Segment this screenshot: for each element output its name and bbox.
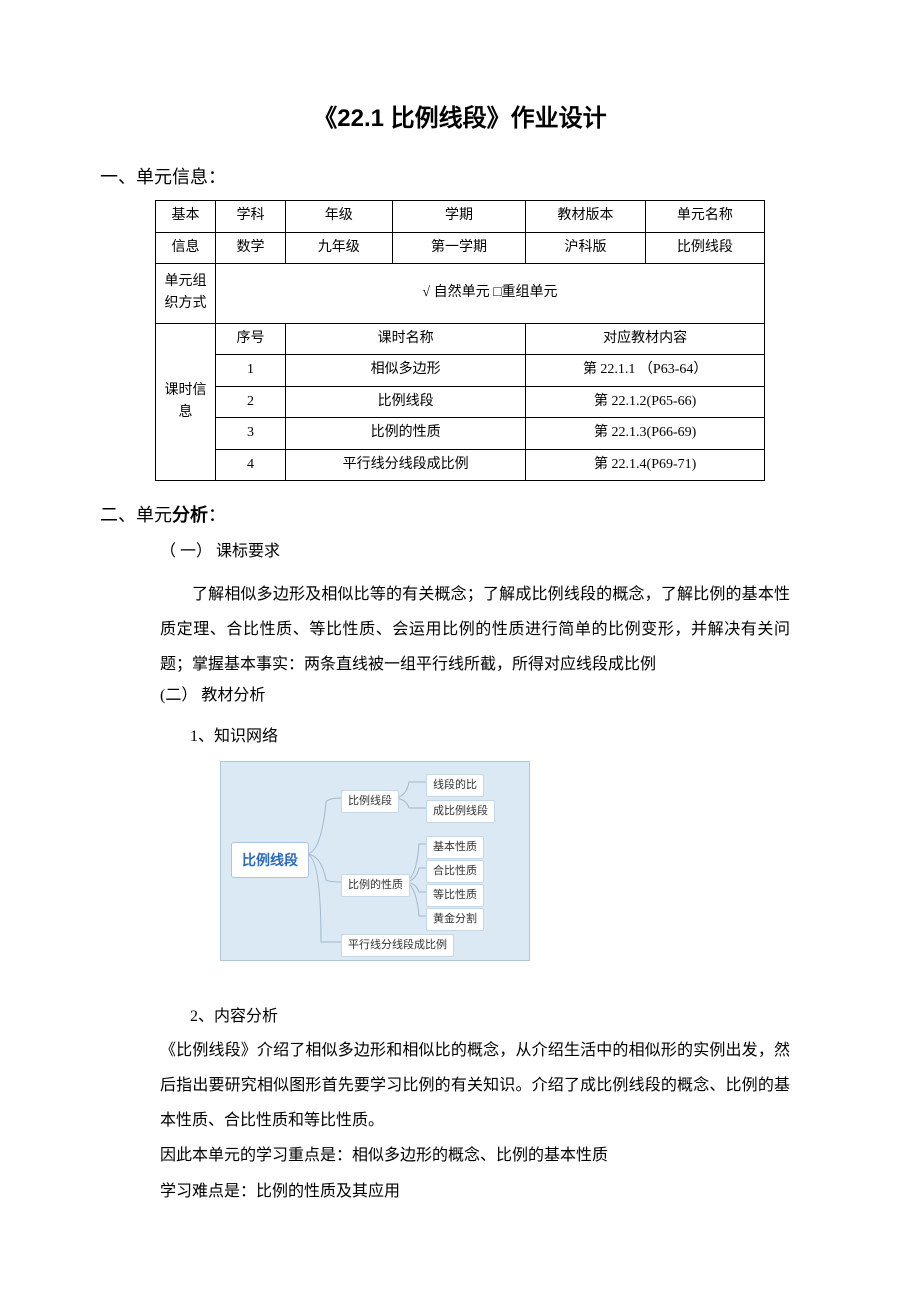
part1-text: 了解相似多边形及相似比等的有关概念；了解成比例线段的概念，了解比例的基本性质定理… [160, 577, 790, 683]
mm-leaf: 合比性质 [426, 860, 484, 884]
section2-prefix: 二、单元 [100, 505, 172, 525]
mm-leaf: 等比性质 [426, 884, 484, 908]
cell-org-label: 单元组织方式 [156, 263, 216, 323]
cell-org-value: √ 自然单元 □重组单元 [216, 263, 765, 323]
cell-h-unitname: 单元名称 [645, 201, 764, 232]
lesson-num: 4 [216, 449, 286, 480]
analysis-p2: 因此本单元的学习重点是：相似多边形的概念、比例的基本性质 [160, 1138, 790, 1173]
cell-basic-2: 信息 [156, 232, 216, 263]
part2-sub1: 1、知识网络 [190, 721, 820, 753]
lesson-ref: 第 22.1.3(P66-69) [526, 418, 765, 449]
analysis-p3: 学习难点是：比例的性质及其应用 [160, 1174, 790, 1209]
mm-branch-1: 比例的性质 [341, 874, 410, 898]
lesson-num: 1 [216, 355, 286, 386]
page-title: 《22.1 比例线段》作业设计 [100, 100, 820, 138]
mm-leaf: 基本性质 [426, 836, 484, 860]
lesson-num: 3 [216, 418, 286, 449]
section1-header: 一、单元信息： [100, 163, 820, 192]
cell-sh-ref: 对应教材内容 [526, 323, 765, 354]
cell-h-textbook: 教材版本 [526, 201, 645, 232]
section2-header: 二、单元分析： [100, 501, 820, 530]
mm-leaf: 成比例线段 [426, 800, 495, 824]
lesson-name: 相似多边形 [286, 355, 526, 386]
mm-leaf: 线段的比 [426, 774, 484, 798]
lesson-name: 比例的性质 [286, 418, 526, 449]
table-row: 3 比例的性质 第 22.1.3(P66-69) [156, 418, 765, 449]
cell-v-textbook: 沪科版 [526, 232, 645, 263]
table-row: 1 相似多边形 第 22.1.1 （P63-64） [156, 355, 765, 386]
lesson-num: 2 [216, 386, 286, 417]
unit-info-table: 基本 学科 年级 学期 教材版本 单元名称 信息 数学 九年级 第一学期 沪科版… [155, 200, 765, 481]
mm-branch-0: 比例线段 [341, 790, 399, 814]
mindmap-container: 比例线段 比例线段 线段的比 成比例线段 比例的性质 基本性质 合比性质 等比性… [220, 761, 820, 961]
lesson-ref: 第 22.1.2(P65-66) [526, 386, 765, 417]
cell-v-term: 第一学期 [392, 232, 526, 263]
mm-branch-2: 平行线分线段成比例 [341, 934, 454, 958]
cell-h-term: 学期 [392, 201, 526, 232]
cell-sh-num: 序号 [216, 323, 286, 354]
part2-sub2: 2、内容分析 [190, 1001, 820, 1033]
part1-label: （ 一） 课标要求 [160, 538, 820, 567]
cell-v-unitname: 比例线段 [645, 232, 764, 263]
table-row: 4 平行线分线段成比例 第 22.1.4(P69-71) [156, 449, 765, 480]
section2-bold: 分析 [172, 505, 208, 525]
cell-sh-name: 课时名称 [286, 323, 526, 354]
analysis-p1: 《比例线段》介绍了相似多边形和相似比的概念，从介绍生活中的相似形的实例出发，然后… [160, 1033, 790, 1139]
part2-label: (二） 教材分析 [160, 682, 820, 711]
section2-suffix: ： [208, 505, 226, 525]
mm-leaf: 黄金分割 [426, 908, 484, 932]
cell-h-subject: 学科 [216, 201, 286, 232]
cell-basic-1: 基本 [156, 201, 216, 232]
mindmap: 比例线段 比例线段 线段的比 成比例线段 比例的性质 基本性质 合比性质 等比性… [220, 761, 530, 961]
lesson-ref: 第 22.1.4(P69-71) [526, 449, 765, 480]
cell-h-grade: 年级 [286, 201, 393, 232]
lesson-name: 平行线分线段成比例 [286, 449, 526, 480]
cell-lesson-label: 课时信息 [156, 323, 216, 480]
cell-v-subject: 数学 [216, 232, 286, 263]
cell-v-grade: 九年级 [286, 232, 393, 263]
mm-root: 比例线段 [231, 842, 309, 878]
lesson-ref: 第 22.1.1 （P63-64） [526, 355, 765, 386]
lesson-name: 比例线段 [286, 386, 526, 417]
table-row: 2 比例线段 第 22.1.2(P65-66) [156, 386, 765, 417]
